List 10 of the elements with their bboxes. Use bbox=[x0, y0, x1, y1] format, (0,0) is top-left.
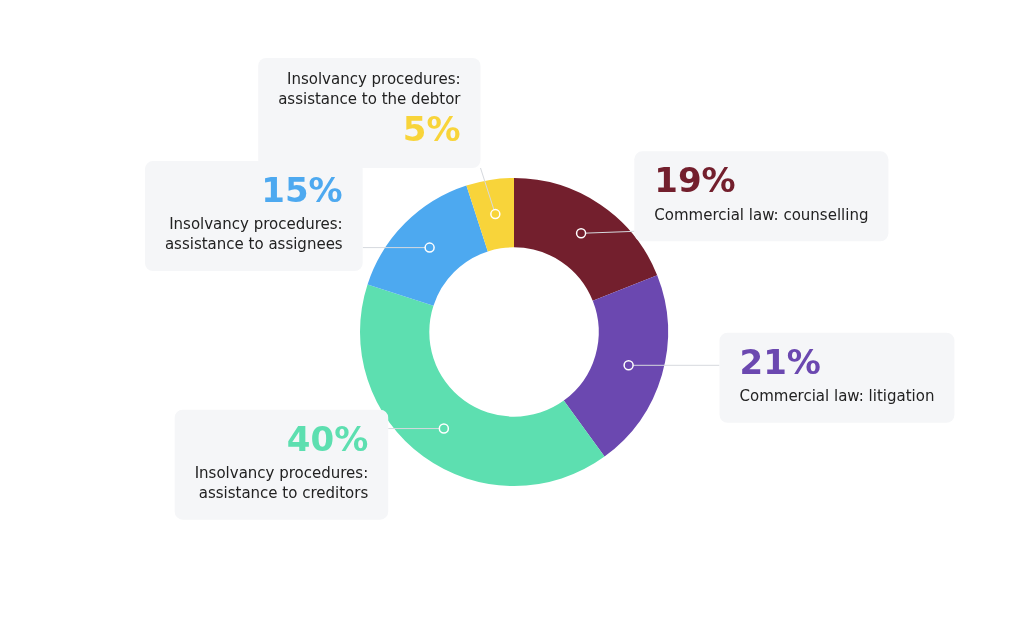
slice-label: Insolvancy procedures: assistance to creditors bbox=[194, 464, 369, 503]
data-label: 5% bbox=[402, 108, 461, 149]
slice-label: Commercial law: counselling bbox=[654, 205, 869, 224]
data-label: 19% bbox=[654, 160, 736, 201]
slice-label: Commercial law: litigation bbox=[739, 387, 935, 406]
slice-label: Insolvancy procedures: assistance to assignees bbox=[164, 215, 343, 254]
data-label: 40% bbox=[286, 418, 369, 459]
data-label: 21% bbox=[739, 341, 821, 382]
slice-label: Insolvancy procedures: assistance to the debtor bbox=[278, 70, 462, 109]
data-label: 15% bbox=[261, 169, 343, 210]
